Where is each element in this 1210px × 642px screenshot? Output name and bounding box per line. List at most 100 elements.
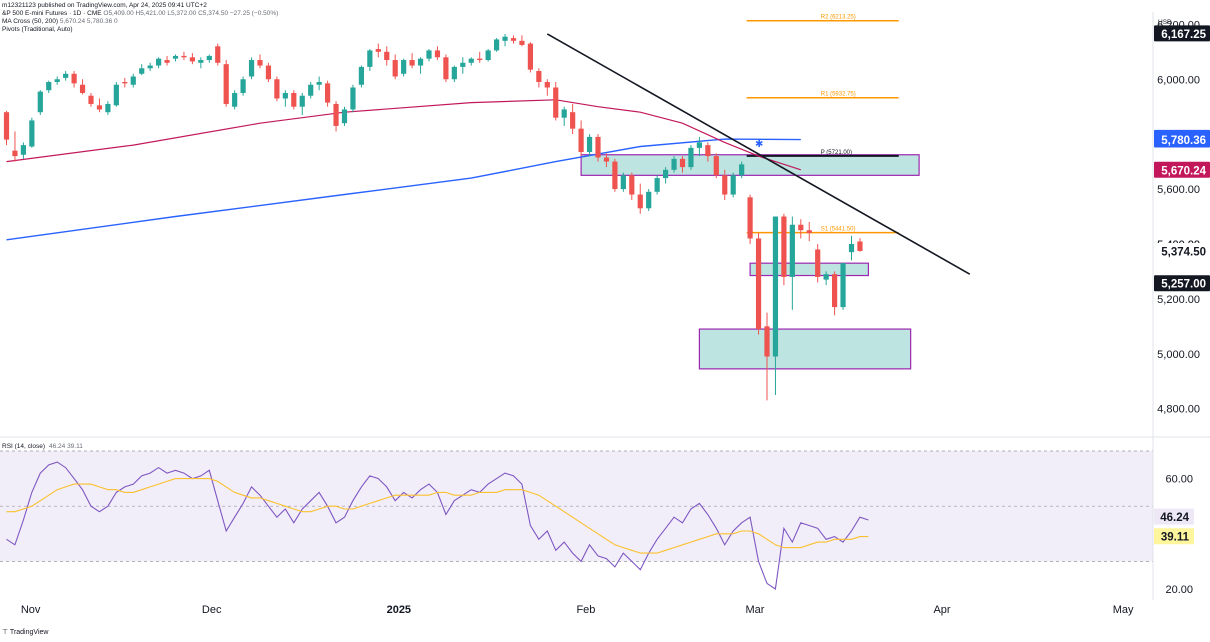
candle[interactable] bbox=[595, 134, 601, 162]
candle[interactable] bbox=[468, 57, 474, 66]
candle[interactable] bbox=[215, 43, 221, 66]
support-zone[interactable] bbox=[698, 328, 912, 370]
candle[interactable] bbox=[443, 54, 449, 82]
candle[interactable] bbox=[705, 142, 711, 162]
candle[interactable] bbox=[291, 90, 297, 110]
candle[interactable] bbox=[629, 172, 635, 201]
candle[interactable] bbox=[257, 54, 263, 69]
candle[interactable] bbox=[139, 64, 145, 76]
candle[interactable] bbox=[688, 145, 694, 170]
candle[interactable] bbox=[840, 263, 846, 310]
candle[interactable] bbox=[730, 172, 736, 198]
candle[interactable] bbox=[206, 54, 212, 63]
candle[interactable] bbox=[79, 79, 86, 95]
candle[interactable] bbox=[494, 38, 500, 52]
price-pane[interactable]: R2 (6213.25) R1 (5932.75) P (5721.00) S1 (5… bbox=[3, 15, 971, 401]
ma200-line[interactable] bbox=[6, 138, 801, 241]
candle[interactable] bbox=[240, 76, 246, 96]
candle[interactable] bbox=[392, 54, 398, 80]
candle[interactable] bbox=[147, 62, 153, 72]
candle[interactable] bbox=[755, 232, 762, 335]
candle[interactable] bbox=[848, 235, 855, 261]
candle[interactable] bbox=[181, 51, 187, 61]
candle[interactable] bbox=[637, 183, 643, 214]
candle[interactable] bbox=[823, 271, 829, 286]
candle[interactable] bbox=[527, 42, 533, 73]
candle[interactable] bbox=[857, 238, 863, 252]
candle[interactable] bbox=[789, 216, 795, 310]
candle[interactable] bbox=[696, 136, 702, 157]
candle[interactable] bbox=[367, 49, 373, 72]
candle[interactable] bbox=[265, 62, 272, 82]
support-zone[interactable] bbox=[749, 262, 869, 277]
candle[interactable] bbox=[375, 43, 381, 58]
candle[interactable] bbox=[646, 189, 652, 212]
candle[interactable] bbox=[671, 156, 677, 173]
candle[interactable] bbox=[88, 92, 94, 107]
candle[interactable] bbox=[460, 57, 466, 74]
candle[interactable] bbox=[832, 271, 838, 316]
candle[interactable] bbox=[29, 117, 35, 148]
candle[interactable] bbox=[12, 131, 18, 162]
candle[interactable] bbox=[198, 57, 204, 69]
candle[interactable] bbox=[654, 175, 660, 195]
candle[interactable] bbox=[722, 169, 728, 201]
candle[interactable] bbox=[510, 35, 517, 44]
candle[interactable] bbox=[54, 76, 60, 85]
ma50-line[interactable] bbox=[6, 99, 801, 171]
candle[interactable] bbox=[96, 98, 103, 113]
candle[interactable] bbox=[451, 65, 457, 82]
candle[interactable] bbox=[603, 153, 610, 168]
candle[interactable] bbox=[105, 101, 111, 115]
candle[interactable] bbox=[764, 312, 770, 401]
candle[interactable] bbox=[164, 55, 170, 66]
candle[interactable] bbox=[417, 57, 424, 74]
candle[interactable] bbox=[620, 172, 626, 192]
candle[interactable] bbox=[612, 158, 618, 192]
candle[interactable] bbox=[426, 49, 432, 62]
candle[interactable] bbox=[536, 68, 542, 88]
candle[interactable] bbox=[806, 222, 812, 242]
candle[interactable] bbox=[248, 57, 255, 80]
candle[interactable] bbox=[113, 82, 119, 107]
candle[interactable] bbox=[485, 49, 491, 62]
candle[interactable] bbox=[156, 57, 162, 69]
candle[interactable] bbox=[713, 153, 719, 179]
candle[interactable] bbox=[308, 82, 314, 99]
candle[interactable] bbox=[130, 73, 136, 88]
candle[interactable] bbox=[781, 213, 787, 286]
candle[interactable] bbox=[282, 90, 288, 107]
candle[interactable] bbox=[63, 71, 69, 81]
candle[interactable] bbox=[316, 76, 322, 91]
candle[interactable] bbox=[477, 51, 483, 63]
candle[interactable] bbox=[739, 161, 745, 179]
trendline[interactable] bbox=[546, 33, 971, 275]
candle[interactable] bbox=[358, 65, 364, 88]
candle[interactable] bbox=[325, 80, 331, 107]
candle[interactable] bbox=[679, 156, 686, 173]
rsi-pane[interactable] bbox=[0, 450, 1153, 590]
support-zone[interactable] bbox=[580, 154, 920, 176]
candle[interactable] bbox=[350, 84, 356, 113]
candle[interactable] bbox=[3, 110, 10, 146]
candle[interactable] bbox=[274, 76, 280, 102]
candle[interactable] bbox=[401, 58, 407, 77]
candle[interactable] bbox=[772, 216, 779, 395]
candle[interactable] bbox=[544, 79, 550, 96]
candle[interactable] bbox=[37, 90, 43, 115]
candle[interactable] bbox=[570, 103, 576, 135]
candle[interactable] bbox=[519, 35, 525, 47]
candle[interactable] bbox=[223, 60, 229, 107]
candle[interactable] bbox=[384, 46, 390, 66]
candle[interactable] bbox=[341, 106, 348, 126]
candle[interactable] bbox=[561, 106, 567, 126]
candle[interactable] bbox=[586, 134, 593, 157]
candle[interactable] bbox=[553, 82, 559, 121]
candle[interactable] bbox=[434, 46, 441, 61]
rsi-ma-line[interactable] bbox=[6, 478, 869, 554]
candle[interactable] bbox=[299, 92, 305, 115]
candle[interactable] bbox=[798, 219, 804, 239]
candle[interactable] bbox=[578, 120, 584, 157]
candle[interactable] bbox=[172, 54, 179, 62]
